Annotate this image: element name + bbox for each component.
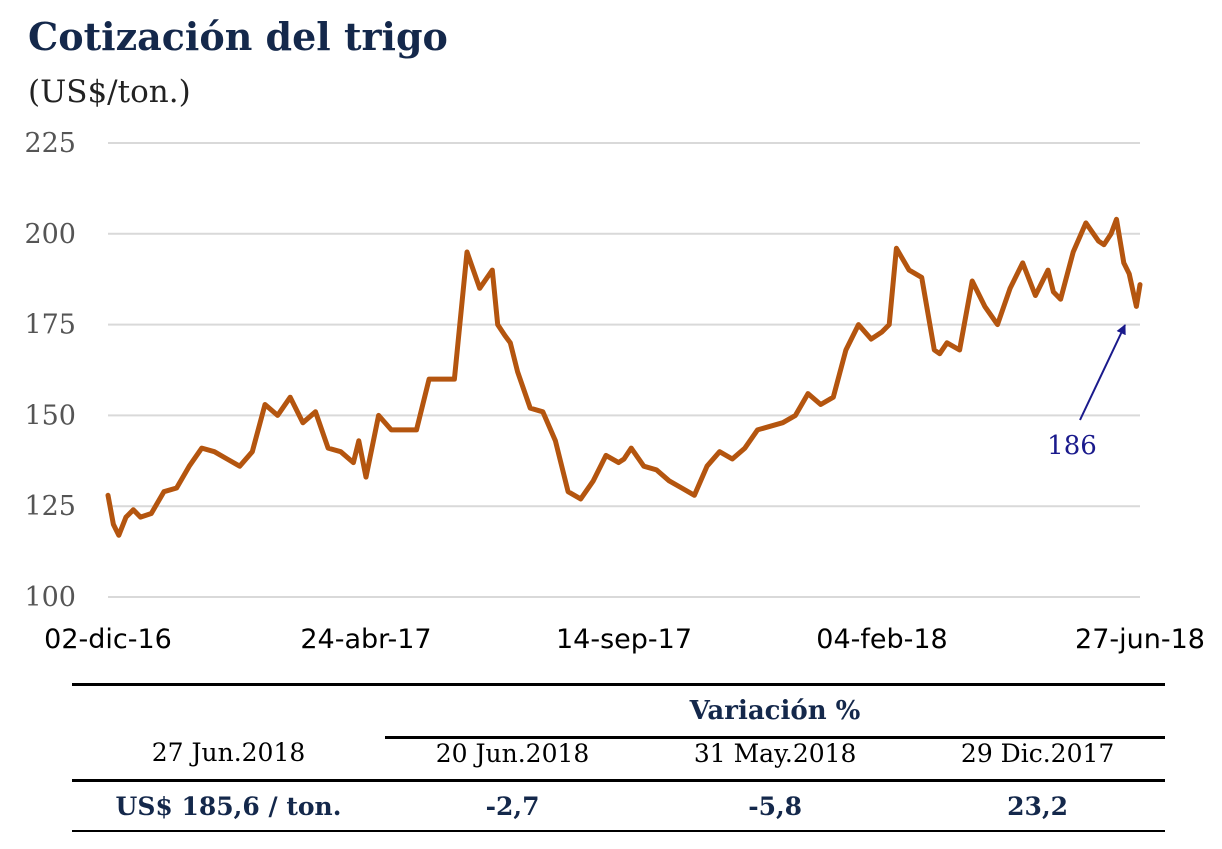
- x-tick-label: 24-abr-17: [300, 624, 431, 655]
- variation-table: Variación % 27 Jun.2018 20 Jun.2018 31 M…: [72, 683, 1165, 832]
- annotation-arrow: [1079, 324, 1126, 421]
- x-tick-label: 04-feb-18: [816, 624, 947, 655]
- yearly-variation-value: 23,2: [910, 780, 1165, 832]
- table-corner: [72, 683, 385, 738]
- date-month: 31 May.2018: [640, 737, 911, 782]
- monthly-variation-value: -5,8: [640, 780, 911, 832]
- x-tick-label: 02-dic-16: [44, 624, 172, 655]
- date-current: 27 Jun.2018: [72, 737, 385, 782]
- wheat-price-line: [105, 216, 1143, 538]
- chart-subtitle: (US$/ton.): [28, 74, 191, 110]
- x-tick-label: 27-jun-18: [1075, 624, 1205, 655]
- variation-header: Variación %: [385, 683, 1165, 739]
- table-value-row: US$ 185,6 / ton. -2,7 -5,8 23,2: [72, 780, 1165, 832]
- table-date-row: 27 Jun.2018 20 Jun.2018 31 May.2018 29 D…: [72, 737, 1165, 782]
- date-year: 29 Dic.2017: [910, 737, 1165, 782]
- current-price-value: US$ 185,6 / ton.: [72, 780, 385, 832]
- date-week: 20 Jun.2018: [385, 737, 641, 782]
- y-tick-label: 225: [24, 128, 76, 159]
- y-tick-label: 150: [24, 400, 76, 431]
- last-value-annotation: 186: [1047, 431, 1097, 461]
- y-tick-label: 175: [24, 310, 76, 341]
- y-tick-label: 100: [24, 582, 76, 613]
- y-tick-label: 200: [24, 219, 76, 250]
- chart-title: Cotización del trigo: [28, 14, 448, 59]
- weekly-variation-value: -2,7: [385, 780, 641, 832]
- x-tick-label: 14-sep-17: [556, 624, 692, 655]
- wheat-price-chart: 225 200 175 150 125 100 02-dic-16 24-abr-17 14-…: [24, 128, 1205, 655]
- table-header-row: Variación %: [72, 683, 1165, 739]
- y-tick-label: 125: [24, 491, 76, 522]
